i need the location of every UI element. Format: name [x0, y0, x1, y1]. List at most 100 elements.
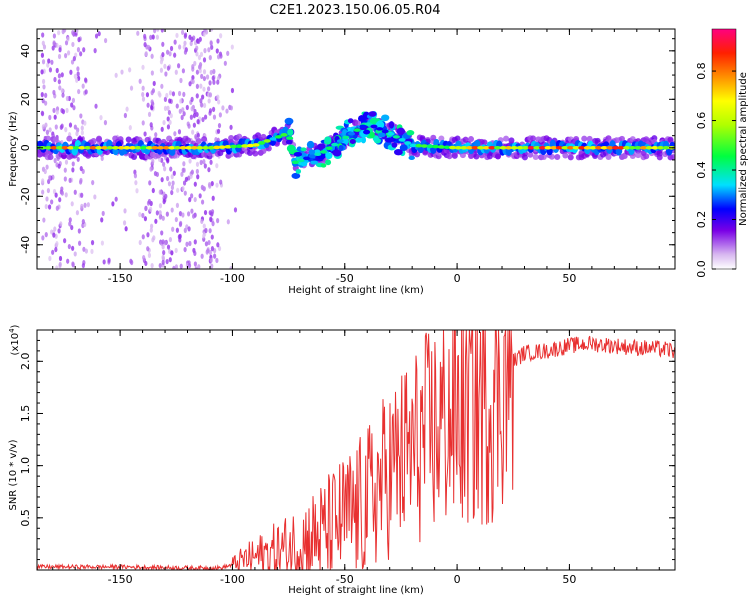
spectrogram-cell [46, 187, 51, 194]
spectrogram-cell [606, 145, 614, 150]
spectrogram-cell [83, 120, 87, 126]
spectrogram-cell [286, 144, 296, 153]
spectrogram-cell [225, 108, 229, 114]
spectrogram-cell [179, 98, 183, 104]
spectrogram-cell [104, 37, 108, 44]
spectrogram-cell [198, 68, 202, 74]
spectrogram-cell [209, 257, 213, 263]
spectrogram-cell [73, 251, 77, 257]
spectrogram-cell [217, 122, 222, 129]
spectrogram-cell [443, 145, 451, 150]
spectrogram-cell [325, 146, 333, 151]
spectrogram-cell [359, 124, 367, 129]
spectrogram-cell [387, 132, 395, 136]
spectrogram-cell [57, 53, 62, 60]
spectrogram-cell [643, 153, 650, 160]
spectrogram-cell [414, 151, 421, 158]
spectrogram-cell [68, 217, 72, 223]
spectrogram-cell [170, 207, 174, 213]
spectrogram-cell [52, 107, 56, 114]
spectrogram-cell [285, 139, 293, 145]
spectrogram-cell [175, 103, 179, 109]
spectrogram-cell [589, 145, 597, 150]
spectrogram-cell [152, 235, 156, 241]
spectrogram-cell [338, 144, 344, 152]
spectrogram-x-tick-label: 0 [454, 272, 461, 285]
spectrogram-panel: -150 -100 -50 0 50 -40 -20 0 20 40 Height of str… [8, 28, 676, 296]
snr-x-tick-label: 50 [562, 573, 576, 586]
spectrogram-cell [178, 221, 183, 228]
spectrogram-cell [209, 159, 213, 165]
spectrogram-cell [64, 192, 68, 198]
spectrogram-cell [353, 128, 361, 132]
spectrogram-x-tick-label: -100 [220, 272, 245, 285]
spectrogram-cell [107, 257, 111, 263]
spectrogram-cell [151, 34, 155, 40]
spectrogram-cell [158, 262, 162, 269]
spectrogram-cell [45, 196, 49, 202]
spectrogram-cell [176, 187, 180, 193]
spectrogram-cell [651, 145, 659, 150]
spectrogram-cell [46, 62, 50, 68]
spectrogram-cell [54, 124, 58, 130]
spectrogram-cell [202, 186, 206, 192]
spectrogram-cell [158, 210, 162, 216]
spectrogram-cell [226, 219, 230, 225]
spectrogram-cell [199, 51, 204, 57]
spectrogram-cell [177, 90, 182, 97]
spectrogram-cell [188, 240, 192, 247]
spectrogram-cell [161, 215, 165, 221]
spectrogram-cell [219, 179, 223, 185]
spectrogram-cell [228, 135, 235, 142]
spectrogram-cell [191, 74, 195, 81]
spectrogram-cell [300, 147, 307, 152]
spectrogram-cell [66, 135, 73, 142]
spectrogram-cell [174, 216, 178, 223]
spectrogram-cell [70, 224, 74, 231]
spectrogram-cell [215, 182, 219, 188]
spectrogram-cell [58, 85, 62, 91]
spectrogram-cell [154, 132, 158, 138]
spectrogram-cell [187, 263, 192, 269]
spectrogram-x-axis-label: Height of straight line (km) [288, 285, 424, 296]
spectrogram-cell [203, 163, 207, 169]
spectrogram-cell [141, 91, 145, 98]
spectrogram-cell [195, 168, 199, 175]
spectrogram-cell [55, 42, 59, 48]
spectrogram-cell [203, 114, 208, 120]
spectrogram-cell [149, 166, 153, 172]
spectrogram-cell [201, 145, 209, 150]
spectrogram-cell [611, 145, 619, 150]
spectrogram-cell [399, 144, 408, 152]
spectrogram-cell [151, 145, 159, 150]
spectrogram-cell [161, 239, 165, 245]
spectrogram-cell [169, 113, 173, 119]
spectrogram-cell [208, 55, 212, 61]
spectrogram-cell [123, 145, 131, 150]
spectrogram-cell [151, 158, 155, 164]
spectrogram-cell [207, 239, 211, 246]
spectrogram-cell [623, 145, 631, 150]
spectrogram-cell [161, 41, 165, 47]
spectrogram-cell [42, 217, 46, 223]
spectrogram-cell [71, 41, 75, 48]
spectrogram-cell [578, 145, 586, 150]
spectrogram-cell [159, 59, 164, 65]
spectrogram-cell [183, 40, 187, 46]
spectrogram-cell [215, 48, 219, 54]
spectrogram-cell [41, 124, 46, 130]
spectrogram-cell [163, 166, 167, 172]
spectrogram-cell [134, 145, 142, 150]
spectrogram-cell [204, 29, 209, 35]
spectrogram-cell [381, 114, 390, 122]
spectrogram-cell [79, 165, 83, 172]
spectrogram-cell [99, 115, 103, 121]
spectrogram-cell [196, 145, 204, 150]
spectrogram-cell [66, 36, 70, 42]
spectrogram-cell [59, 124, 63, 130]
spectrogram-cell [189, 114, 193, 120]
spectrogram-cell [454, 135, 461, 142]
spectrogram-cell [241, 144, 249, 148]
spectrogram-cell [55, 265, 59, 269]
spectrogram-cell [77, 228, 81, 234]
